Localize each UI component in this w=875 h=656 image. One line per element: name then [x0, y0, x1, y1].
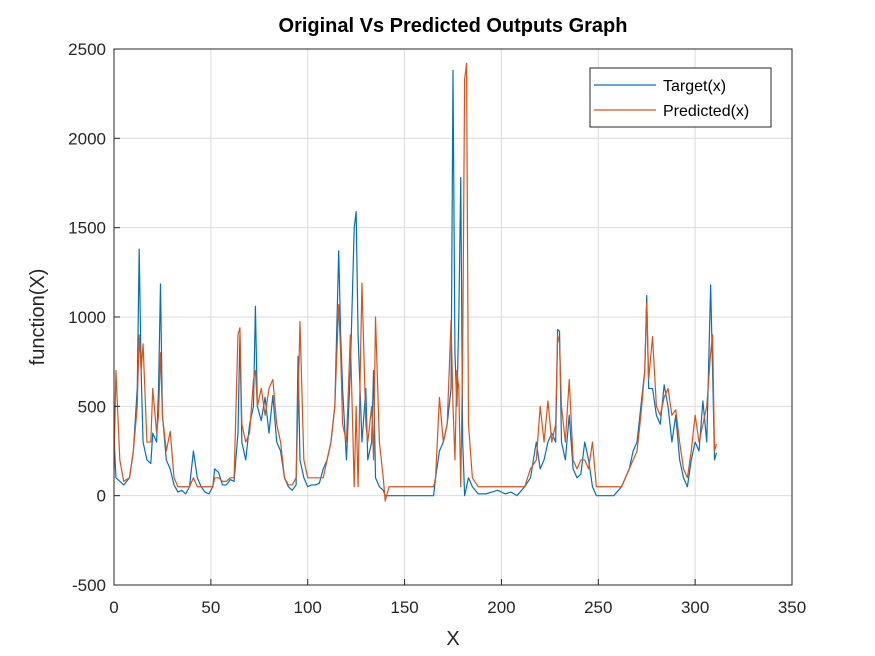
- y-tick-label: 1000: [68, 308, 106, 327]
- x-tick-label: 100: [294, 598, 322, 617]
- x-tick-label: 250: [584, 598, 612, 617]
- labels: 0 50 100 150 200 250 300 350-500050010001500200…: [68, 40, 806, 617]
- y-tick-label: 2500: [68, 40, 106, 59]
- x-tick-label: 0: [109, 598, 118, 617]
- chart-title: Original Vs Predicted Outputs Graph: [279, 15, 628, 37]
- y-tick-label: 1500: [68, 219, 106, 238]
- data-line: [113, 62, 718, 502]
- legend-label: Target(x): [663, 78, 726, 95]
- x-tick-label: 350: [778, 598, 806, 617]
- x-tick-label: 150: [390, 598, 418, 617]
- plot-area: [113, 62, 718, 502]
- legend-box: [589, 67, 772, 128]
- x-axis-label: X: [446, 628, 459, 650]
- y-tick-label: 2000: [68, 129, 106, 148]
- x-tick-label: 300: [681, 598, 709, 617]
- x-tick-label: 200: [487, 598, 515, 617]
- legend: Target(x) Predicted(x): [589, 67, 772, 128]
- y-tick-label: 0: [97, 487, 106, 506]
- legend-label: Predicted(x): [663, 103, 749, 120]
- x-tick-label: 50: [201, 598, 220, 617]
- y-axis-label: function(X): [27, 269, 49, 366]
- y-tick-label: 500: [78, 397, 106, 416]
- y-tick-label: -500: [72, 576, 106, 595]
